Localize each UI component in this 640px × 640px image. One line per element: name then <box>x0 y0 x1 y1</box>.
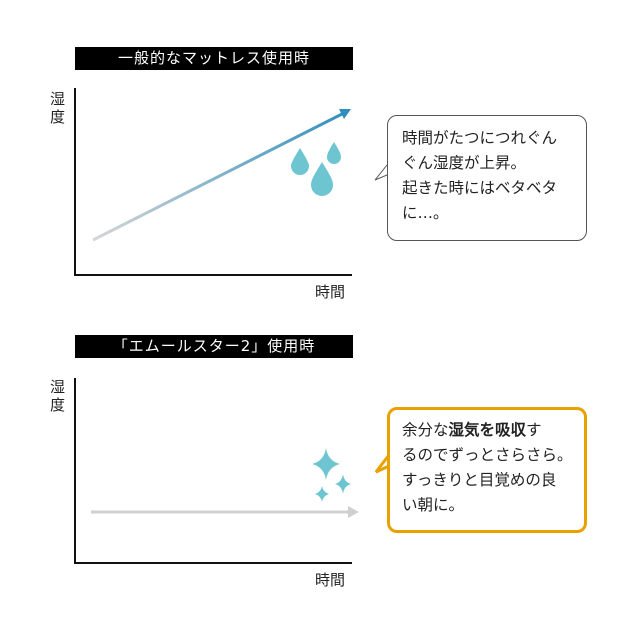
bubble-line: に…。 <box>402 204 449 222</box>
panel-2-title: 「エムールスター2」使用時 <box>75 335 353 358</box>
text-bold: 湿気を吸収 <box>448 421 527 439</box>
bubble-line: 余分な湿気を吸収す <box>402 418 584 443</box>
speech-bubble-2: 余分な湿気を吸収す るのでずっとさらさら。 すっきりと目覚めの良 い朝に。 <box>387 407 587 533</box>
rising-humidity-arrow <box>92 109 351 242</box>
axes-2 <box>74 378 352 564</box>
bubble-line: ぐん湿度が上昇。 <box>402 154 527 172</box>
text-post: す <box>526 421 542 439</box>
water-drops-icon <box>291 142 341 196</box>
bubble-line: 起きた時にはベタベタ <box>402 179 558 197</box>
bubble2-tail <box>374 454 391 474</box>
panel-1-xlabel: 時間 <box>315 283 346 301</box>
axes-1 <box>74 88 352 276</box>
text-pre: 余分な <box>402 421 449 439</box>
flat-humidity-arrow <box>91 506 359 518</box>
bubble-line: るのでずっとさらさら。 <box>402 446 573 464</box>
panel-1-title: 一般的なマットレス使用時 <box>75 47 353 70</box>
panel-2-ylabel: 湿度 <box>50 378 66 414</box>
sparkle-icon <box>312 448 351 502</box>
bubble-line: い朝に。 <box>402 496 465 514</box>
panel-2-xlabel: 時間 <box>315 571 346 589</box>
panel-1-ylabel: 湿度 <box>50 90 66 126</box>
bubble-line: 時間がたつにつれぐん <box>402 129 558 147</box>
speech-bubble-1: 時間がたつにつれぐん ぐん湿度が上昇。 起きた時にはベタベタ に…。 <box>387 115 587 241</box>
bubble-line: すっきりと目覚めの良 <box>402 471 557 489</box>
bubble1-tail <box>374 164 388 181</box>
